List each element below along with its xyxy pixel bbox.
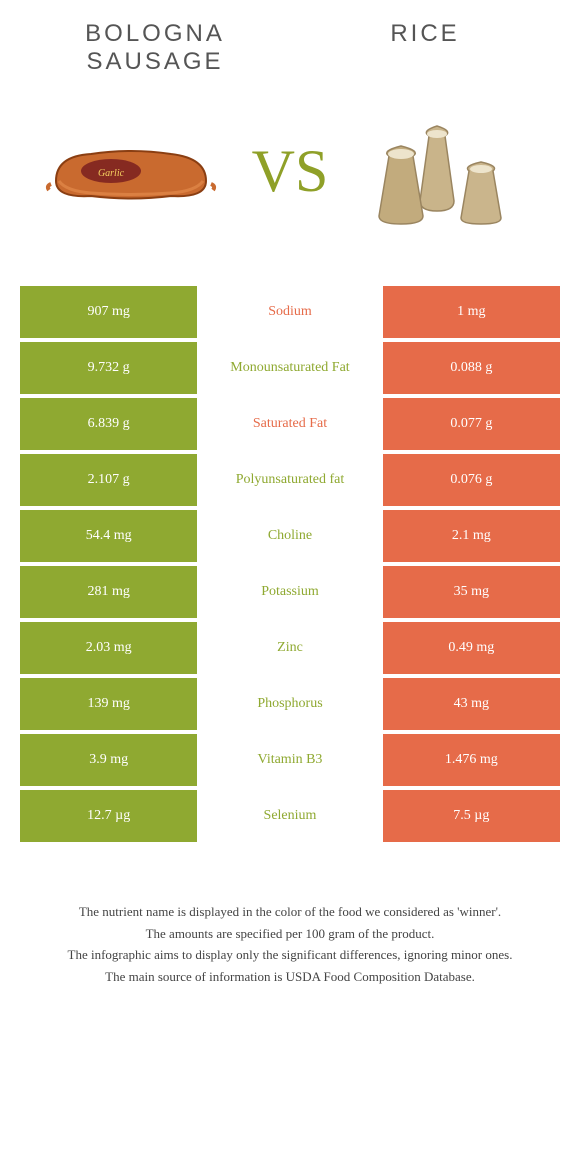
table-row: 139 mgPhosphorus43 mg xyxy=(20,678,560,730)
value-left: 281 mg xyxy=(20,566,197,618)
table-row: 54.4 mgCholine2.1 mg xyxy=(20,510,560,562)
value-left: 3.9 mg xyxy=(20,734,197,786)
table-row: 907 mgSodium1 mg xyxy=(20,286,560,338)
nutrient-name: Sodium xyxy=(201,286,378,338)
footer-line: The nutrient name is displayed in the co… xyxy=(30,902,550,922)
value-right: 0.077 g xyxy=(383,398,560,450)
nutrient-name: Vitamin B3 xyxy=(201,734,378,786)
nutrient-name: Selenium xyxy=(201,790,378,842)
table-row: 2.03 mgZinc0.49 mg xyxy=(20,622,560,674)
nutrient-table: 907 mgSodium1 mg9.732 gMonounsaturated F… xyxy=(20,286,560,842)
value-left: 2.107 g xyxy=(20,454,197,506)
value-right: 1.476 mg xyxy=(383,734,560,786)
nutrient-name: Monounsaturated Fat xyxy=(201,342,378,394)
value-left: 907 mg xyxy=(20,286,197,338)
value-right: 35 mg xyxy=(383,566,560,618)
footer-line: The main source of information is USDA F… xyxy=(30,967,550,987)
header-right: RICE xyxy=(290,20,560,76)
value-right: 7.5 µg xyxy=(383,790,560,842)
footer-notes: The nutrient name is displayed in the co… xyxy=(20,902,560,986)
nutrient-name: Saturated Fat xyxy=(201,398,378,450)
svg-text:Garlic: Garlic xyxy=(98,168,125,179)
value-right: 2.1 mg xyxy=(383,510,560,562)
image-row: Garlic VS xyxy=(20,106,560,236)
nutrient-name: Choline xyxy=(201,510,378,562)
value-left: 54.4 mg xyxy=(20,510,197,562)
table-row: 281 mgPotassium35 mg xyxy=(20,566,560,618)
infographic-container: BOLOGNA SAUSAGE RICE Garlic VS xyxy=(0,0,580,1008)
value-right: 43 mg xyxy=(383,678,560,730)
value-right: 0.088 g xyxy=(383,342,560,394)
footer-line: The amounts are specified per 100 gram o… xyxy=(30,924,550,944)
vs-label: VS xyxy=(242,137,339,206)
footer-line: The infographic aims to display only the… xyxy=(30,945,550,965)
value-right: 1 mg xyxy=(383,286,560,338)
nutrient-name: Potassium xyxy=(201,566,378,618)
table-row: 12.7 µgSelenium7.5 µg xyxy=(20,790,560,842)
table-row: 6.839 gSaturated Fat0.077 g xyxy=(20,398,560,450)
value-left: 139 mg xyxy=(20,678,197,730)
value-left: 9.732 g xyxy=(20,342,197,394)
nutrient-name: Polyunsaturated fat xyxy=(201,454,378,506)
header-left: BOLOGNA SAUSAGE xyxy=(20,20,290,76)
table-row: 2.107 gPolyunsaturated fat0.076 g xyxy=(20,454,560,506)
nutrient-name: Phosphorus xyxy=(201,678,378,730)
nutrient-name: Zinc xyxy=(201,622,378,674)
value-left: 12.7 µg xyxy=(20,790,197,842)
value-right: 0.49 mg xyxy=(383,622,560,674)
sausage-image: Garlic xyxy=(20,136,242,206)
header-row: BOLOGNA SAUSAGE RICE xyxy=(20,20,560,76)
value-left: 2.03 mg xyxy=(20,622,197,674)
value-right: 0.076 g xyxy=(383,454,560,506)
table-row: 3.9 mgVitamin B31.476 mg xyxy=(20,734,560,786)
rice-image xyxy=(338,116,560,226)
table-row: 9.732 gMonounsaturated Fat0.088 g xyxy=(20,342,560,394)
value-left: 6.839 g xyxy=(20,398,197,450)
